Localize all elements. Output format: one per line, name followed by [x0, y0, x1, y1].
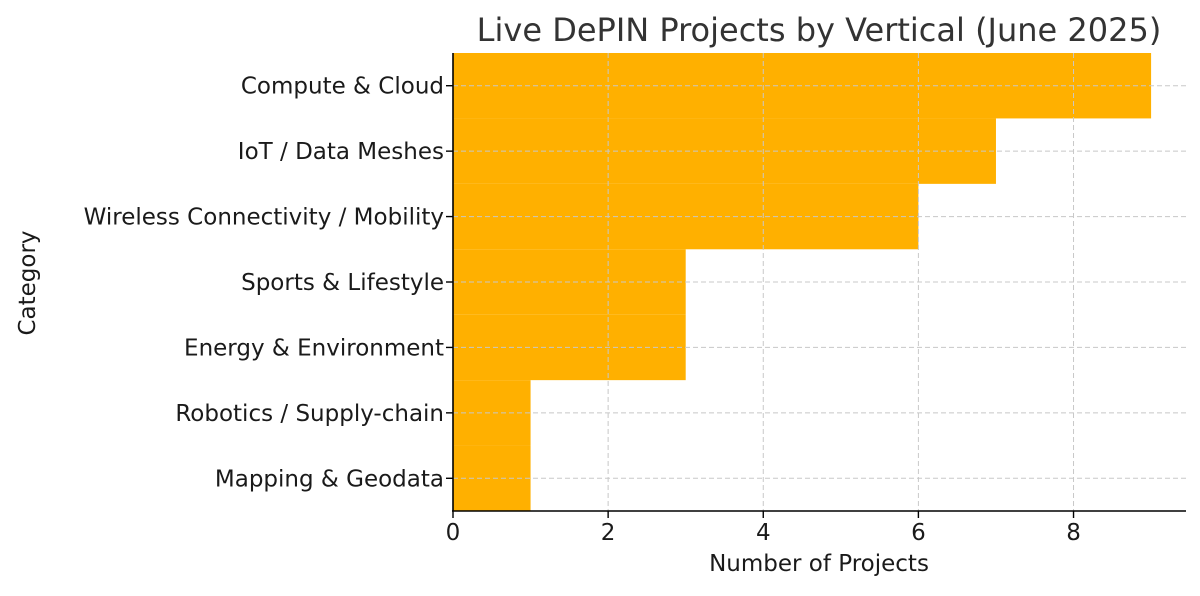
x-axis-ticks: 0 2 4 6 8 [446, 511, 1081, 546]
y-axis-label: Category [15, 230, 41, 335]
x-tick-label: 6 [911, 520, 926, 546]
y-tick-label: Mapping & Geodata [215, 466, 444, 492]
x-tick-label: 4 [756, 520, 771, 546]
x-axis-label: Number of Projects [709, 551, 929, 577]
x-tick-label: 2 [601, 520, 616, 546]
chart-title: Live DePIN Projects by Vertical (June 20… [477, 11, 1162, 49]
y-tick-label: Wireless Connectivity / Mobility [84, 205, 444, 231]
y-tick-label: Sports & Lifestyle [241, 270, 444, 296]
y-tick-label: Energy & Environment [184, 335, 444, 361]
y-axis-ticks: Mapping & Geodata Robotics / Supply-chain… [84, 74, 453, 492]
x-tick-label: 8 [1066, 520, 1081, 546]
grid-overlay [453, 53, 1186, 511]
y-tick-label: IoT / Data Meshes [238, 139, 444, 165]
x-tick-label: 0 [446, 520, 461, 546]
y-tick-label: Compute & Cloud [241, 74, 444, 100]
y-tick-label: Robotics / Supply-chain [175, 401, 444, 427]
